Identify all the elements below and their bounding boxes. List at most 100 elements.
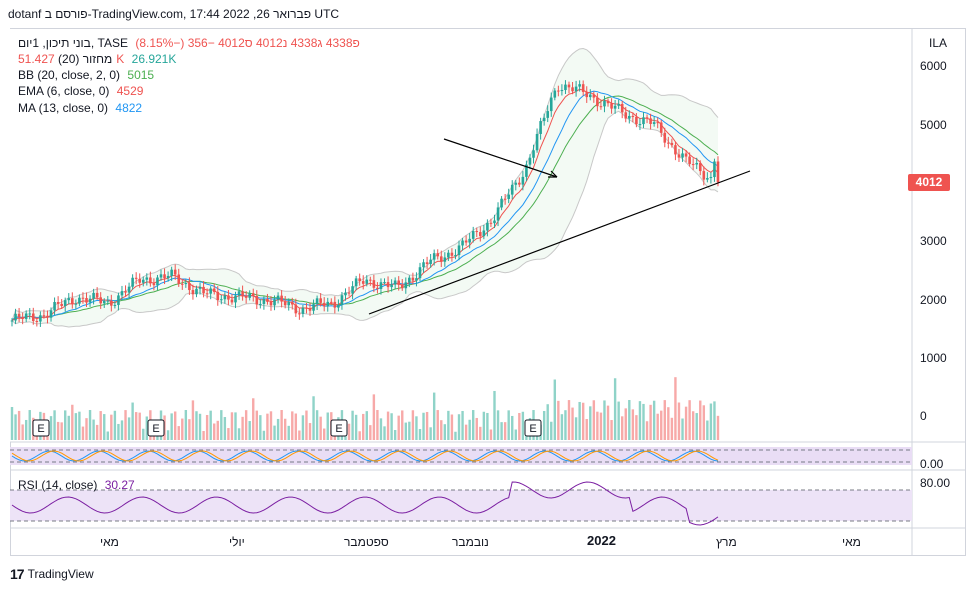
volume-bar: [95, 424, 99, 440]
volume-bar: [404, 422, 407, 440]
candle-body: [493, 220, 496, 224]
volume-bar: [113, 410, 117, 440]
volume-bar: [255, 410, 258, 440]
candle-body: [596, 97, 599, 107]
earnings-marker: [330, 419, 348, 437]
candle-body: [78, 297, 81, 304]
candle-body: [581, 84, 585, 92]
volume-bar: [205, 414, 209, 440]
volume-bar: [677, 402, 681, 440]
candle-body: [659, 122, 663, 133]
candle-body: [333, 301, 337, 308]
volume-bar: [496, 410, 500, 440]
volume-bar: [92, 419, 95, 440]
volume-bar: [464, 424, 468, 440]
volume-bar: [78, 411, 81, 440]
time-label: מאי: [842, 535, 861, 549]
volume-bar: [447, 410, 450, 440]
candle-body: [365, 279, 369, 284]
tradingview-logo-icon: 17: [10, 566, 25, 582]
candle-body: [514, 182, 518, 185]
volume-bar: [10, 407, 14, 440]
candle-body: [698, 162, 702, 172]
candle-body: [425, 262, 429, 264]
volume-bar: [88, 410, 92, 440]
volume-bar: [393, 430, 397, 440]
volume-bar: [581, 402, 585, 440]
volume-bar: [660, 410, 663, 440]
legend-ema-row[interactable]: EMA (6, close, 0) 4529: [18, 83, 147, 99]
volume-bar: [599, 412, 603, 440]
arrow-drawing: [443, 138, 558, 178]
volume-bar: [301, 415, 305, 440]
candle-body: [134, 277, 138, 279]
volume-bar: [145, 416, 149, 440]
legend-rsi-row[interactable]: RSI (14, close) 30.27: [18, 477, 139, 493]
ma-value: 4822: [115, 101, 143, 115]
candle-body: [553, 90, 557, 98]
volume-label: מחזור (20): [58, 52, 113, 66]
candle-body: [344, 292, 347, 296]
candle-body: [706, 178, 709, 180]
candle-body: [337, 304, 340, 308]
candle-body: [489, 222, 493, 224]
candle-body: [312, 304, 315, 311]
volume-bar: [489, 429, 493, 440]
volume-bar: [507, 410, 510, 440]
legend-bb-row[interactable]: BB (20, close, 2, 0) 5015: [18, 67, 158, 83]
legend-volume-row[interactable]: מחזור (20) 51.427K 26.921K: [18, 51, 180, 67]
candle-body: [418, 267, 422, 279]
volume-bar: [670, 417, 674, 440]
ema-value: 4529: [116, 84, 144, 98]
volume-bar: [319, 416, 322, 440]
volume-bar: [713, 401, 716, 440]
symbol-title[interactable]: בוני תיכון, 1יום, TASE: [18, 36, 128, 50]
candle-body: [571, 87, 574, 92]
candle-body: [361, 281, 365, 284]
volume-bar: [454, 431, 457, 440]
volume-bar: [237, 428, 241, 440]
volume-bar: [17, 410, 21, 440]
candle-body: [475, 231, 479, 233]
candle-body: [124, 291, 127, 293]
volume-bar: [461, 410, 464, 440]
volume-bar: [14, 414, 17, 440]
earnings-marker-label: E: [37, 423, 44, 435]
candle-body: [709, 177, 713, 179]
candle-body: [195, 288, 198, 295]
volume-bar: [567, 400, 571, 440]
candle-body: [400, 284, 404, 289]
candle-body: [149, 277, 152, 284]
volume-bar: [259, 415, 262, 440]
candle-body: [624, 112, 628, 119]
ema-label: EMA (6, close, 0): [18, 84, 110, 98]
earnings-marker-label: E: [529, 423, 536, 435]
volume-bar: [624, 408, 627, 440]
candle-body: [390, 284, 393, 288]
volume-bar: [372, 394, 376, 440]
candle-body: [351, 286, 354, 294]
volume-bar: [252, 398, 255, 440]
volume-bar: [649, 404, 652, 440]
candle-body: [564, 84, 567, 91]
volume-bar: [216, 420, 219, 440]
volume-bar: [479, 426, 482, 440]
volume-bar: [262, 430, 266, 440]
volume-bar: [305, 410, 308, 440]
volume-bar: [269, 411, 273, 440]
candle-body: [60, 303, 63, 306]
tradingview-logo[interactable]: 17 TradingView: [10, 566, 94, 582]
candle-body: [280, 295, 283, 302]
candle-body: [617, 103, 620, 106]
volume-bar: [482, 411, 486, 440]
volume-bar: [422, 412, 425, 440]
candle-body: [102, 300, 106, 304]
legend-ma-row[interactable]: MA (13, close, 0) 4822: [18, 100, 146, 116]
volume-bar: [550, 421, 553, 440]
volume-bar: [326, 412, 329, 440]
volume-bar: [315, 410, 319, 440]
earnings-marker: [32, 419, 50, 437]
volume-bar: [227, 428, 230, 440]
candle-body: [447, 252, 450, 258]
